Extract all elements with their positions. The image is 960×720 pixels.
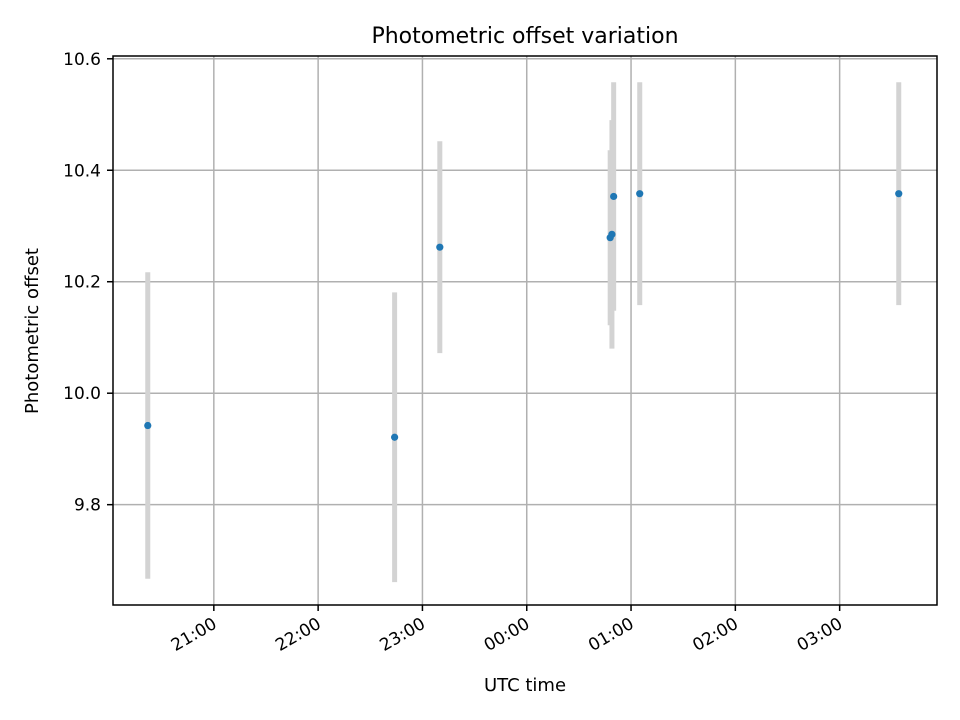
x-tick-label: 01:00 <box>585 614 637 656</box>
error-bars <box>145 82 902 583</box>
y-axis-label: Photometric offset <box>22 248 43 414</box>
axes: 21:00 22:00 23:00 00:00 01:00 02:00 03:00 9.8 10… <box>63 50 938 656</box>
chart-title: Photometric offset variation <box>371 24 678 49</box>
y-tick-label: 9.8 <box>74 496 101 516</box>
y-tick-label: 10.2 <box>63 273 101 293</box>
y-tick-label: 10.0 <box>63 384 101 404</box>
x-tick-label: 00:00 <box>481 614 533 656</box>
x-tick-label: 22:00 <box>272 614 324 656</box>
x-tick-label: 23:00 <box>376 614 428 656</box>
data-point <box>144 421 152 430</box>
x-tick-label: 21:00 <box>168 614 220 656</box>
y-tick-label: 10.6 <box>63 50 101 70</box>
y-tick-label: 10.4 <box>63 161 101 181</box>
grid-lines <box>113 56 937 605</box>
data-point <box>436 243 444 251</box>
data-point <box>608 230 616 238</box>
data-point <box>610 192 618 201</box>
plot-frame <box>112 55 938 606</box>
data-points <box>144 190 903 441</box>
x-axis-label: UTC time <box>484 675 566 696</box>
x-tick-label: 02:00 <box>689 614 741 656</box>
data-point <box>895 190 903 198</box>
x-tick-label: 03:00 <box>794 614 846 656</box>
data-point <box>636 190 644 198</box>
data-point <box>391 433 399 441</box>
